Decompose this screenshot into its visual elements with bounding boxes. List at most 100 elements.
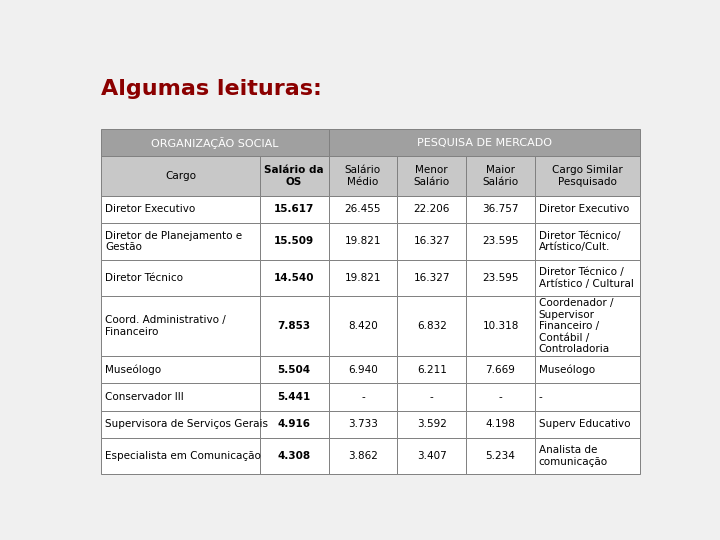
- Text: 5.234: 5.234: [485, 451, 516, 461]
- Text: 15.509: 15.509: [274, 237, 314, 246]
- Bar: [260, 260, 328, 296]
- Text: 7.669: 7.669: [485, 364, 516, 375]
- Bar: [328, 129, 639, 156]
- Bar: [260, 196, 328, 223]
- Bar: [260, 410, 328, 438]
- Text: Salário da
OS: Salário da OS: [264, 165, 324, 187]
- Bar: [101, 410, 260, 438]
- Text: 23.595: 23.595: [482, 237, 519, 246]
- Bar: [328, 196, 397, 223]
- Bar: [328, 438, 397, 474]
- Bar: [466, 223, 535, 260]
- Bar: [466, 410, 535, 438]
- Text: 8.420: 8.420: [348, 321, 378, 331]
- Bar: [535, 383, 639, 410]
- Bar: [466, 156, 535, 196]
- Text: 16.327: 16.327: [413, 237, 450, 246]
- Text: Diretor Executivo: Diretor Executivo: [105, 205, 195, 214]
- Text: 5.504: 5.504: [277, 364, 310, 375]
- Bar: [260, 383, 328, 410]
- Text: 4.308: 4.308: [277, 451, 310, 461]
- Bar: [535, 260, 639, 296]
- Text: Diretor Técnico: Diretor Técnico: [105, 273, 183, 283]
- Bar: [397, 196, 466, 223]
- Text: Diretor Técnico /
Artístico / Cultural: Diretor Técnico / Artístico / Cultural: [539, 267, 634, 289]
- Bar: [328, 383, 397, 410]
- Text: Conservador III: Conservador III: [105, 392, 184, 402]
- Bar: [101, 223, 260, 260]
- Text: 10.318: 10.318: [482, 321, 518, 331]
- Text: Cargo: Cargo: [165, 171, 196, 181]
- Bar: [260, 296, 328, 356]
- Bar: [466, 356, 535, 383]
- Bar: [466, 260, 535, 296]
- Bar: [101, 356, 260, 383]
- Bar: [535, 410, 639, 438]
- Bar: [101, 438, 260, 474]
- Text: 22.206: 22.206: [413, 205, 450, 214]
- Bar: [466, 196, 535, 223]
- Bar: [101, 156, 260, 196]
- Text: ORGANIZAÇÃO SOCIAL: ORGANIZAÇÃO SOCIAL: [151, 137, 279, 148]
- Bar: [466, 438, 535, 474]
- Bar: [101, 129, 328, 156]
- Text: 6.211: 6.211: [417, 364, 446, 375]
- Text: 3.407: 3.407: [417, 451, 446, 461]
- Text: Diretor de Planejamento e
Gestão: Diretor de Planejamento e Gestão: [105, 231, 242, 252]
- Text: 4.916: 4.916: [278, 419, 310, 429]
- Bar: [397, 410, 466, 438]
- Bar: [397, 223, 466, 260]
- Bar: [328, 223, 397, 260]
- Text: 14.540: 14.540: [274, 273, 315, 283]
- Text: Salário
Médio: Salário Médio: [345, 165, 381, 187]
- Text: 3.733: 3.733: [348, 419, 378, 429]
- Bar: [260, 156, 328, 196]
- Text: Supervisora de Serviços Gerais: Supervisora de Serviços Gerais: [105, 419, 268, 429]
- Bar: [535, 438, 639, 474]
- Bar: [328, 356, 397, 383]
- Text: 3.592: 3.592: [417, 419, 446, 429]
- Text: -: -: [499, 392, 503, 402]
- Bar: [328, 410, 397, 438]
- Bar: [466, 383, 535, 410]
- Bar: [328, 156, 397, 196]
- Text: 16.327: 16.327: [413, 273, 450, 283]
- Bar: [397, 260, 466, 296]
- Bar: [101, 383, 260, 410]
- Text: Especialista em Comunicação: Especialista em Comunicação: [105, 451, 261, 461]
- Text: Coordenador /
Supervisor
Financeiro /
Contábil /
Controladoria: Coordenador / Supervisor Financeiro / Co…: [539, 298, 613, 354]
- Bar: [328, 296, 397, 356]
- Text: -: -: [430, 392, 433, 402]
- Bar: [260, 223, 328, 260]
- Bar: [535, 156, 639, 196]
- Text: 19.821: 19.821: [345, 273, 381, 283]
- Bar: [101, 196, 260, 223]
- Text: 3.862: 3.862: [348, 451, 378, 461]
- Text: Algumas leituras:: Algumas leituras:: [101, 79, 322, 99]
- Text: PESQUISA DE MERCADO: PESQUISA DE MERCADO: [417, 138, 552, 148]
- Text: 19.821: 19.821: [345, 237, 381, 246]
- Text: Museólogo: Museólogo: [105, 364, 161, 375]
- Bar: [397, 438, 466, 474]
- Bar: [397, 356, 466, 383]
- Bar: [101, 296, 260, 356]
- Bar: [328, 260, 397, 296]
- Text: 4.198: 4.198: [485, 419, 516, 429]
- Bar: [260, 356, 328, 383]
- Bar: [397, 296, 466, 356]
- Text: Museólogo: Museólogo: [539, 364, 595, 375]
- Text: 23.595: 23.595: [482, 273, 519, 283]
- Text: Maior
Salário: Maior Salário: [482, 165, 518, 187]
- Text: Analista de
comunicação: Analista de comunicação: [539, 445, 608, 467]
- Text: Cargo Similar
Pesquisado: Cargo Similar Pesquisado: [552, 165, 623, 187]
- Text: -: -: [539, 392, 543, 402]
- Bar: [535, 223, 639, 260]
- Text: Superv Educativo: Superv Educativo: [539, 419, 630, 429]
- Text: 26.455: 26.455: [345, 205, 381, 214]
- Text: 5.441: 5.441: [277, 392, 311, 402]
- Bar: [535, 356, 639, 383]
- Bar: [101, 260, 260, 296]
- Bar: [397, 383, 466, 410]
- Bar: [535, 296, 639, 356]
- Text: Menor
Salário: Menor Salário: [414, 165, 450, 187]
